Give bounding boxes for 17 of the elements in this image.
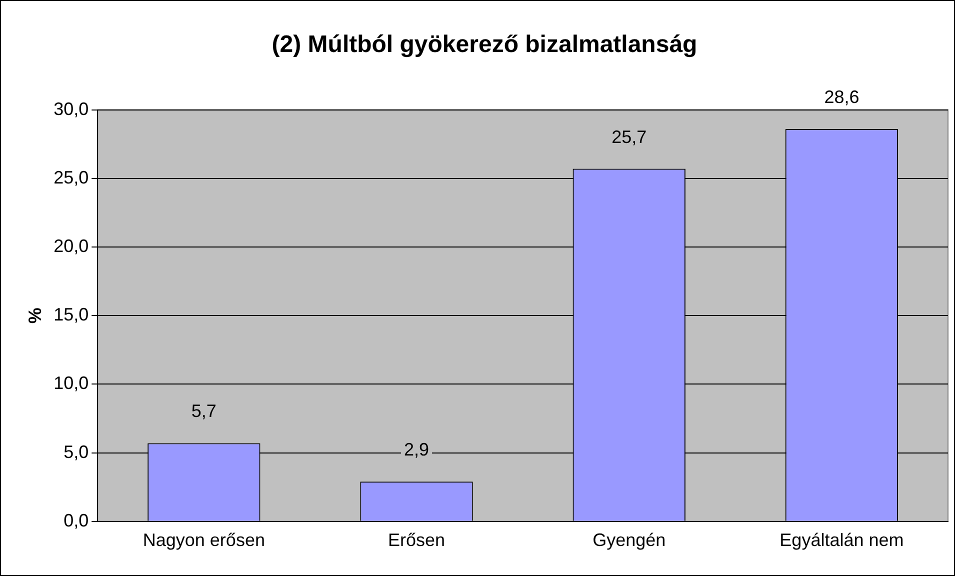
data-label: 5,7 (191, 401, 216, 422)
y-axis-title: % (24, 308, 45, 324)
y-tick-label: 25,0 (54, 167, 89, 188)
x-tick-label: Erősen (388, 530, 446, 550)
y-tick-label: 20,0 (54, 236, 89, 256)
y-tick-label: 15,0 (54, 304, 89, 325)
data-label: 25,7 (612, 126, 647, 147)
y-tick-label: 10,0 (54, 373, 89, 394)
x-tick-label: Egyáltalán nem (780, 530, 904, 550)
y-tick-label: 5,0 (64, 442, 89, 462)
y-tick-label: 0,0 (64, 510, 89, 530)
chart-title: (2) Múltból gyökerező bizalmatlanság (272, 31, 698, 58)
y-tick-label: 30,0 (54, 98, 89, 119)
x-tick-label: Gyengén (592, 530, 666, 550)
x-tick-label: Nagyon erősen (142, 530, 265, 550)
data-label: 28,6 (824, 86, 860, 107)
data-label: 2,9 (404, 440, 430, 460)
